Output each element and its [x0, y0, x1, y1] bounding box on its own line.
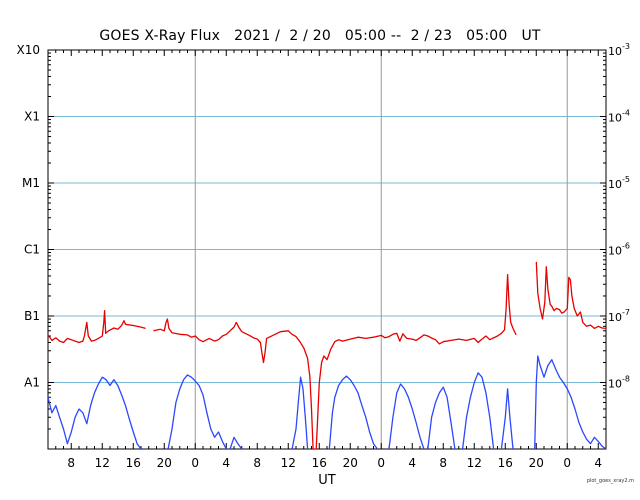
x-tick-label: 20	[343, 456, 358, 470]
y-class-label: C1	[24, 243, 40, 257]
y-class-label: X1	[24, 110, 40, 124]
plot-credit: plot_goes_xray2.m	[586, 478, 634, 484]
flux-series-short-line	[461, 372, 495, 449]
flux-series-short-line	[328, 375, 378, 449]
flux-series-short-line	[229, 436, 243, 449]
x-tick-label: 4	[222, 456, 230, 470]
x-tick-label: 0	[377, 456, 385, 470]
x-tick-label: 20	[529, 456, 544, 470]
y-class-label: X10	[17, 43, 41, 57]
x-tick-label: 8	[67, 456, 75, 470]
chart-title: GOES X-Ray Flux 2021 / 2 / 20 05:00 -- 2…	[99, 28, 541, 44]
x-tick-label: 16	[498, 456, 513, 470]
x-tick-label: 16	[126, 456, 141, 470]
x-tick-label: 4	[594, 456, 602, 470]
y-right-label: 10-6	[608, 242, 630, 258]
x-tick-label: 16	[312, 456, 327, 470]
y-right-label: 10-5	[608, 175, 630, 191]
flux-series-long-line	[153, 273, 517, 449]
x-tick-label: 12	[467, 456, 482, 470]
flux-series-short-line	[388, 383, 425, 449]
x-axis-label: UT	[318, 473, 336, 488]
x-tick-label: 0	[191, 456, 199, 470]
flux-series-long-line	[535, 261, 606, 330]
x-tick-label: 4	[408, 456, 416, 470]
y-class-label: A1	[24, 376, 40, 390]
y-right-label: 10-8	[608, 375, 630, 391]
x-tick-label: 8	[439, 456, 447, 470]
flux-series-short-line	[427, 386, 456, 449]
flux-series-long-line	[48, 310, 146, 344]
flux-series-short-line	[534, 355, 606, 449]
flux-series-short-line	[500, 388, 514, 449]
x-tick-label: 12	[281, 456, 296, 470]
y-right-label: 10-4	[608, 109, 630, 125]
flux-series-short-line	[48, 376, 142, 449]
y-right-label: 10-7	[608, 308, 630, 324]
flux-series-short-line	[167, 374, 227, 449]
y-right-label: 10-3	[608, 42, 630, 58]
flux-series-short-line	[291, 376, 309, 449]
x-tick-label: 0	[563, 456, 571, 470]
y-class-label: M1	[22, 176, 40, 190]
x-tick-label: 20	[157, 456, 172, 470]
x-tick-label: 8	[253, 456, 261, 470]
y-class-label: B1	[24, 309, 40, 323]
x-tick-label: 12	[95, 456, 110, 470]
